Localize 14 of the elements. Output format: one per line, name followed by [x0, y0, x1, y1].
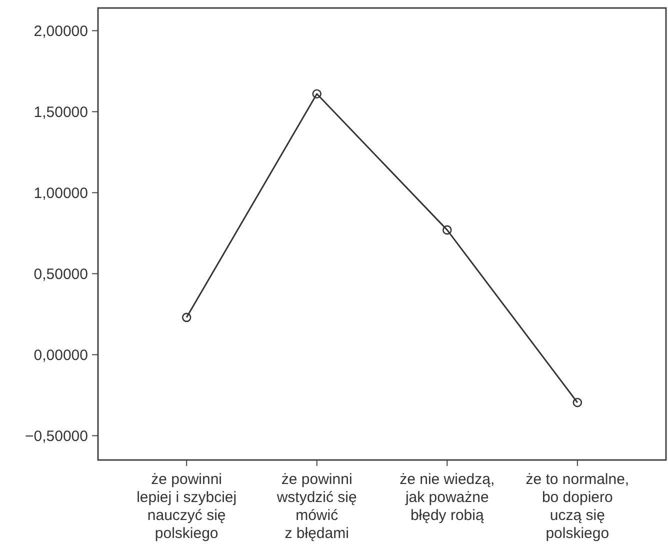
x-tick-label: że powinni lepiej i szybciej nauczyć się polskiego: [136, 471, 237, 542]
y-tick-label: 1,50000: [34, 104, 88, 121]
y-tick-label: 0,00000: [34, 346, 88, 364]
point: [442, 225, 452, 235]
point: [572, 398, 582, 408]
x-tick-label: że nie wiedzą, jak poważne błędy robią: [400, 471, 495, 524]
y-tick-label: 0,50000: [34, 266, 88, 283]
x-tick-label: że powinni wstydzić się mówić z błędami: [276, 471, 357, 542]
y-tick-label: 2,00000: [34, 22, 88, 40]
point: [182, 312, 192, 322]
y-tick-label: −0,50000: [25, 428, 88, 445]
y-tick-label: 1,00000: [34, 184, 88, 202]
point: [312, 89, 322, 99]
x-tick-label: że to normalne, bo dopiero uczą się polskiego: [526, 471, 630, 542]
